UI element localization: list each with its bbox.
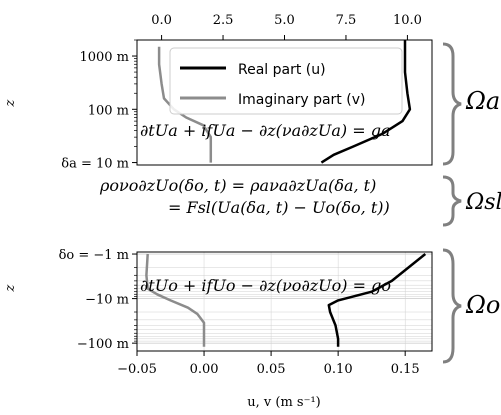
atmosphere-panel: 1000 m 100 m δa = 10 m z ∂tUa + ifUa − ∂z(… — [3, 39, 433, 172]
ocean-panel: δo = −1 m −10 m −100 m z ∂tUo + ifUo − ∂z(… — [3, 248, 433, 352]
ocean-domain-label: Ωo — [465, 291, 500, 319]
top-tick-label: 10.0 — [393, 13, 422, 28]
atmosphere-ytick-label: δa = 10 m — [61, 157, 129, 172]
bottom-tick-label: 0.05 — [257, 362, 286, 377]
atmos-brace — [442, 42, 462, 166]
bottom-axis-ticks: −0.05 0.00 0.05 0.10 0.15 — [117, 351, 420, 377]
atmosphere-ylabel: z — [3, 99, 18, 107]
sl-brace — [442, 175, 462, 227]
ocean-imaginary-part-line — [145, 253, 206, 347]
ocean-ytick-label: −100 m — [77, 337, 129, 352]
atmos-domain-label: Ωa — [465, 87, 500, 115]
interface-equations: ρoνo∂zUo(δo, t) = ρaνa∂zUa(δa, t) = Fsl(… — [99, 176, 390, 217]
ocean-ylabel: z — [3, 284, 18, 292]
top-tick-label: 5.0 — [274, 13, 295, 28]
bottom-tick-label: 0.15 — [391, 362, 420, 377]
legend: Real part (u) Imaginary part (v) — [169, 47, 403, 115]
ocean-real-part-line — [327, 253, 427, 347]
domain-braces: Ωa Ωsl Ωo — [442, 42, 501, 364]
legend-box — [169, 47, 403, 115]
atmosphere-ytick-label: 100 m — [88, 103, 129, 118]
interface-equation-line1: ρoνo∂zUo(δo, t) = ρaνa∂zUa(δa, t) — [99, 176, 376, 195]
legend-real-label: Real part (u) — [238, 62, 326, 78]
ocean-equation: ∂tUo + ifUo − ∂z(νo∂zUo) = go — [140, 276, 391, 295]
atmosphere-ytick-label: 1000 m — [79, 50, 129, 65]
atmosphere-real-part-line — [320, 40, 412, 164]
atmosphere-yticks: 1000 m 100 m δa = 10 m — [61, 39, 137, 172]
ocean-brace — [442, 248, 462, 364]
sl-domain-label: Ωsl — [465, 190, 501, 215]
legend-imag-label: Imaginary part (v) — [238, 92, 365, 108]
ocean-series — [145, 253, 427, 347]
top-tick-label: 0.0 — [151, 13, 172, 28]
interface-equation-line2: = Fsl(Ua(δa, t) − Uo(δo, t)) — [168, 198, 390, 217]
top-tick-label: 2.5 — [213, 13, 234, 28]
bottom-tick-label: 0.10 — [324, 362, 353, 377]
atmosphere-equation: ∂tUa + ifUa − ∂z(νa∂zUa) = ga — [140, 121, 390, 140]
top-tick-label: 7.5 — [336, 13, 357, 28]
bottom-tick-label: 0.00 — [190, 362, 219, 377]
ocean-gridlines — [136, 252, 432, 351]
bottom-tick-label: −0.05 — [117, 362, 157, 377]
ocean-yticks: δo = −1 m −10 m −100 m — [59, 248, 137, 352]
ocean-ytick-label: −10 m — [85, 293, 129, 308]
bottom-axis-label: u, v (m s⁻¹) — [247, 395, 320, 410]
ocean-axes-frame — [136, 251, 433, 352]
top-axis-ticks: 0.0 2.5 5.0 7.5 10.0 — [151, 13, 422, 40]
ocean-ytick-label: δo = −1 m — [59, 248, 129, 263]
